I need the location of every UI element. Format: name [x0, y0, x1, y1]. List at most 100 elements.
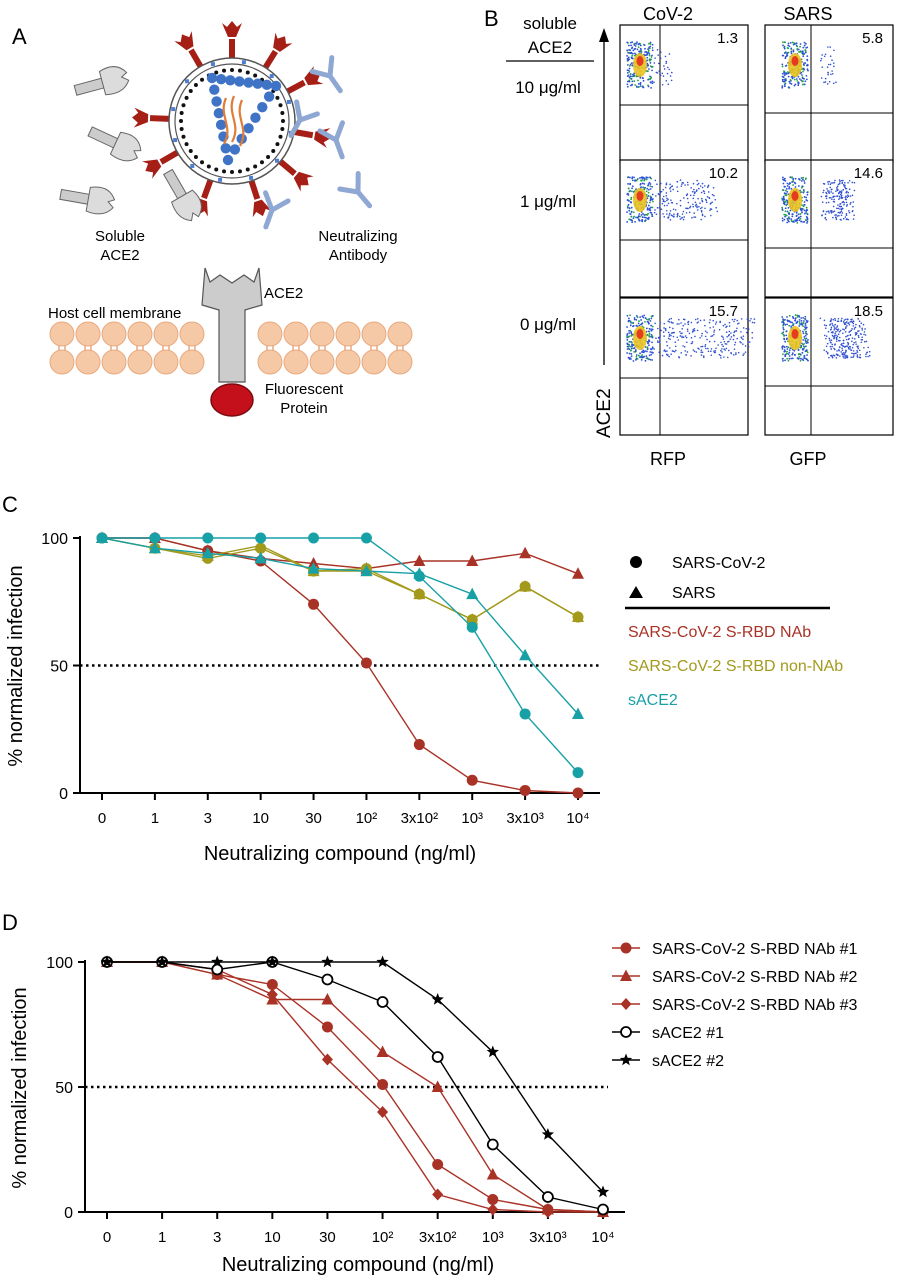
y-axis-label-ace2: ACE2	[594, 388, 615, 438]
soluble-header-2: ACE2	[528, 38, 572, 57]
facs-percent-value: 1.3	[717, 30, 738, 47]
data-point	[376, 955, 389, 968]
facs-percent-value: 10.2	[709, 165, 738, 182]
x-tick-label: 3	[204, 810, 212, 827]
data-point	[266, 988, 278, 1001]
data-point	[542, 1206, 554, 1218]
data-point	[519, 579, 532, 592]
legend-item-0: SARS-CoV-2 S-RBD NAb #1	[612, 941, 858, 958]
data-point	[572, 787, 584, 799]
fluorescent-protein-label-1: Fluorescent	[265, 381, 344, 398]
facs-plot-1-0: 10.2	[619, 159, 749, 298]
x-label-rfp: RFP	[650, 449, 686, 469]
series-4	[96, 532, 584, 779]
chart-c-legend: SARS-CoV-2 SARS SARS-CoV-2 S-RBD NAb SAR…	[625, 555, 843, 709]
data-point	[376, 996, 389, 1008]
x-tick-label: 3x10²	[401, 810, 439, 827]
data-point	[155, 955, 169, 968]
series-3	[96, 531, 584, 625]
data-point	[486, 1168, 499, 1180]
series-line	[107, 961, 604, 1193]
data-point	[432, 1159, 444, 1170]
panel-c-letter: C	[2, 492, 18, 517]
x-tick-label: 0	[103, 1229, 111, 1246]
x-tick-label: 0	[98, 810, 106, 827]
data-point	[360, 564, 373, 577]
chart-c: 0 50 100 0 1 3 10 30 10² 3x10² 10³ 3x10³ 10⁴	[41, 531, 600, 827]
series-line	[107, 961, 604, 1213]
legend-label: SARS-CoV-2 S-RBD NAb #1	[652, 941, 858, 958]
data-point	[202, 532, 214, 544]
data-point	[254, 551, 267, 564]
facs-percent-value: 18.5	[854, 303, 883, 320]
series-line	[101, 537, 579, 715]
data-point	[519, 784, 531, 796]
data-point	[466, 587, 479, 600]
series-line	[101, 537, 579, 621]
data-point	[321, 1053, 333, 1066]
legend-label-sars-cov-2: SARS-CoV-2	[672, 555, 765, 572]
data-point	[321, 1021, 333, 1033]
facs-plot-0-1: 5.8	[764, 24, 894, 163]
chart-d: 0 50 100 0 1 3 10 30 10² 3x10² 10³ 3x10³ 10⁴	[46, 955, 625, 1246]
data-point	[466, 613, 479, 625]
ace2-axis-arrowhead	[599, 28, 609, 42]
row-label-10: 10 μg/ml	[515, 78, 581, 97]
legend-label-nab: SARS-CoV-2 S-RBD NAb	[628, 624, 811, 641]
data-point	[413, 587, 426, 600]
data-point	[572, 610, 584, 623]
x-label-gfp: GFP	[789, 449, 826, 469]
x-tick-label: 10²	[356, 810, 378, 827]
panel-a: A Soluble ACE2 Neutr	[12, 21, 413, 417]
data-point	[541, 1191, 554, 1203]
y-tick-label: 50	[50, 659, 68, 676]
facs-plot-grid: 1.3 5.8 10.2 14.6 15.7 18.5	[619, 24, 894, 436]
x-tick-label: 30	[305, 810, 322, 827]
data-point	[321, 955, 334, 968]
series-4	[100, 955, 610, 1198]
data-point	[431, 993, 444, 1005]
data-point	[148, 541, 161, 554]
soluble-ace2-molecules	[59, 66, 202, 222]
x-tick-label: 1	[158, 1229, 166, 1246]
host-membrane-illustration	[49, 321, 413, 375]
data-point	[308, 532, 320, 544]
y-tick-label: 0	[59, 786, 68, 803]
fluorescent-protein-label-2: Protein	[280, 400, 328, 417]
legend-label: sACE2 #1	[652, 1025, 724, 1042]
data-point	[266, 955, 279, 968]
panel-d-letter: D	[2, 910, 18, 935]
series-line	[102, 537, 579, 774]
column-header-sars: SARS	[783, 4, 832, 24]
data-point	[487, 1203, 499, 1216]
x-tick-label: 3	[213, 1229, 221, 1246]
data-point	[149, 532, 161, 544]
row-label-0: 0 μg/ml	[520, 315, 576, 334]
legend-label: SARS-CoV-2 S-RBD NAb #2	[652, 969, 858, 986]
legend-label-sace2: sACE2	[628, 692, 678, 709]
data-point	[486, 1045, 499, 1058]
data-point	[376, 1045, 389, 1057]
data-point	[597, 1203, 609, 1216]
panel-b: B soluble ACE2 CoV-2 SARS 10 μg/ml 1 μg/…	[484, 4, 894, 469]
x-tick-label: 10³	[482, 1229, 504, 1246]
data-point	[413, 567, 426, 579]
legend-label-sars: SARS	[672, 585, 716, 602]
x-tick-label: 10⁴	[566, 810, 589, 827]
data-point	[466, 554, 479, 566]
data-point	[377, 1079, 389, 1090]
chart-d-legend: SARS-CoV-2 S-RBD NAb #1 SARS-CoV-2 S-RBD …	[612, 941, 858, 1070]
chart-d-xlabel: Neutralizing compound (ng/ml)	[222, 1254, 494, 1276]
x-tick-label: 10³	[461, 810, 483, 827]
data-point	[572, 767, 584, 779]
y-tick-label: 0	[64, 1205, 73, 1222]
y-tick-label: 100	[41, 531, 68, 548]
data-point	[211, 955, 224, 968]
data-point	[431, 1051, 444, 1063]
data-point	[201, 546, 214, 559]
legend-marker-circle	[630, 556, 642, 568]
panel-b-letter: B	[484, 6, 499, 31]
facs-percent-value: 15.7	[709, 303, 738, 320]
data-point	[572, 567, 584, 579]
